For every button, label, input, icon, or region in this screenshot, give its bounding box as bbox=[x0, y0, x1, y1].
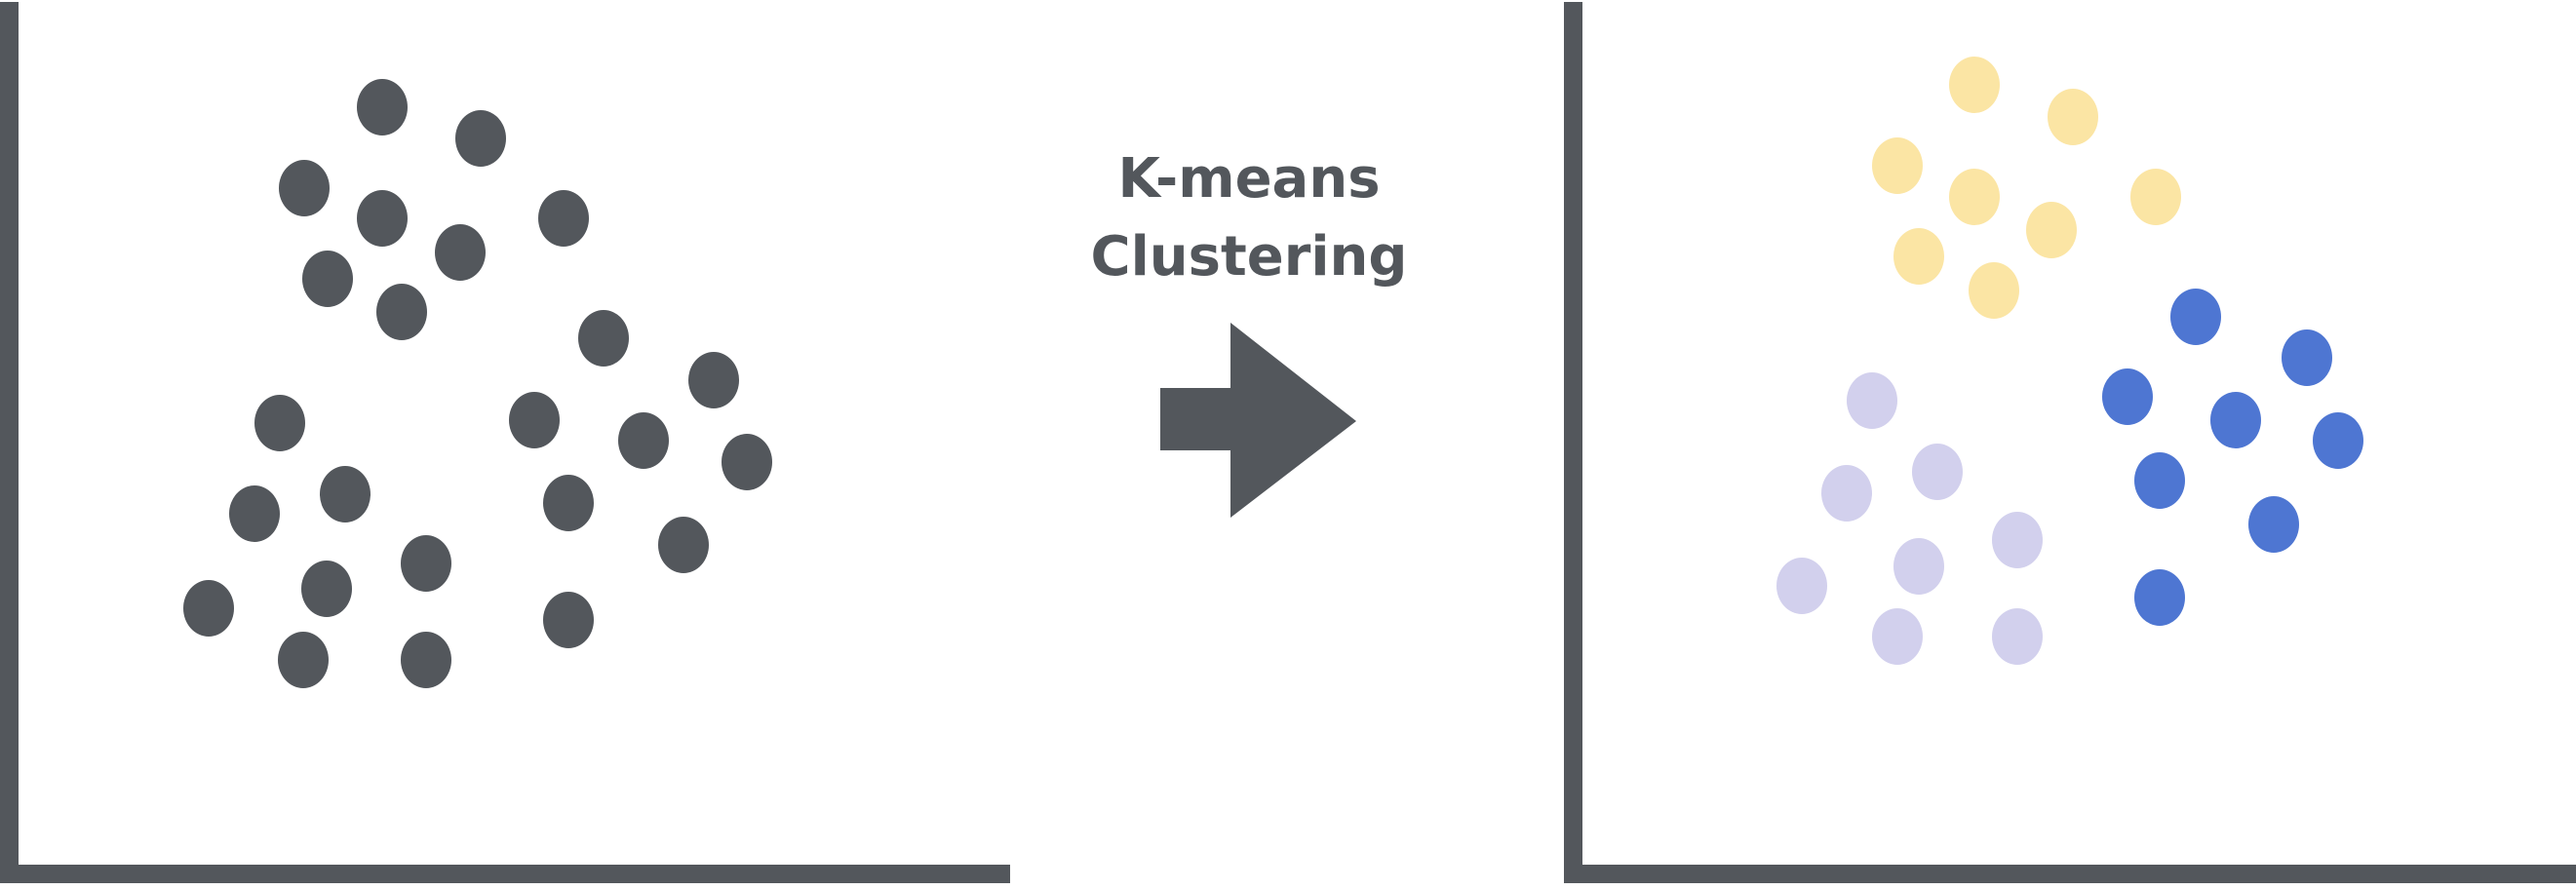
data-point bbox=[578, 310, 629, 367]
data-point bbox=[688, 352, 739, 408]
before-y-axis bbox=[0, 2, 19, 883]
data-point bbox=[658, 517, 709, 573]
data-point bbox=[357, 190, 408, 247]
before-panel bbox=[0, 2, 1010, 883]
after-x-axis bbox=[1564, 865, 2576, 883]
clustered-point-blue bbox=[2170, 289, 2221, 345]
data-point bbox=[618, 412, 669, 469]
data-point bbox=[435, 224, 486, 281]
data-point bbox=[401, 535, 451, 592]
clustered-point-yellow bbox=[1949, 57, 2000, 113]
clustered-point-lavender bbox=[1992, 608, 2043, 665]
clustered-point-yellow bbox=[1969, 262, 2019, 319]
after-points bbox=[1776, 57, 2363, 665]
clustered-point-lavender bbox=[1992, 512, 2043, 568]
clustered-point-lavender bbox=[1912, 444, 1963, 500]
clustered-point-yellow bbox=[2130, 169, 2181, 225]
clustered-point-lavender bbox=[1872, 608, 1923, 665]
clustered-point-yellow bbox=[2048, 89, 2098, 145]
data-point bbox=[538, 190, 589, 247]
data-point bbox=[543, 592, 594, 648]
after-panel bbox=[1564, 2, 2576, 883]
data-point bbox=[401, 632, 451, 688]
clustered-point-lavender bbox=[1847, 372, 1897, 429]
data-point bbox=[455, 110, 506, 167]
clustered-point-blue bbox=[2282, 329, 2332, 386]
transition: K-means Clustering bbox=[1090, 147, 1408, 518]
data-point bbox=[509, 392, 560, 448]
before-points bbox=[183, 79, 772, 688]
clustered-point-blue bbox=[2134, 569, 2185, 626]
data-point bbox=[278, 632, 329, 688]
data-point bbox=[357, 79, 408, 135]
clustered-point-yellow bbox=[1893, 228, 1944, 285]
right-arrow-icon bbox=[1160, 323, 1356, 518]
clustered-point-yellow bbox=[1872, 137, 1923, 194]
clustered-point-lavender bbox=[1893, 538, 1944, 595]
label-clustering: Clustering bbox=[1090, 225, 1407, 289]
data-point bbox=[279, 160, 330, 216]
data-point bbox=[302, 251, 353, 307]
clustered-point-blue bbox=[2313, 412, 2363, 469]
data-point bbox=[722, 434, 772, 490]
clustered-point-blue bbox=[2210, 392, 2261, 448]
clustered-point-lavender bbox=[1821, 465, 1872, 522]
data-point bbox=[229, 485, 280, 542]
data-point bbox=[320, 466, 371, 522]
clustered-point-lavender bbox=[1776, 558, 1827, 614]
clustered-point-yellow bbox=[1949, 169, 2000, 225]
data-point bbox=[376, 284, 427, 340]
data-point bbox=[543, 475, 594, 531]
data-point bbox=[254, 395, 305, 451]
after-y-axis bbox=[1564, 2, 1582, 883]
before-x-axis bbox=[0, 865, 1010, 883]
clustered-point-blue bbox=[2248, 496, 2299, 553]
clustered-point-blue bbox=[2134, 452, 2185, 509]
clustered-point-yellow bbox=[2026, 202, 2077, 258]
data-point bbox=[183, 580, 234, 637]
label-kmeans: K-means bbox=[1117, 147, 1380, 211]
data-point bbox=[301, 561, 352, 617]
clustered-point-blue bbox=[2102, 368, 2153, 425]
